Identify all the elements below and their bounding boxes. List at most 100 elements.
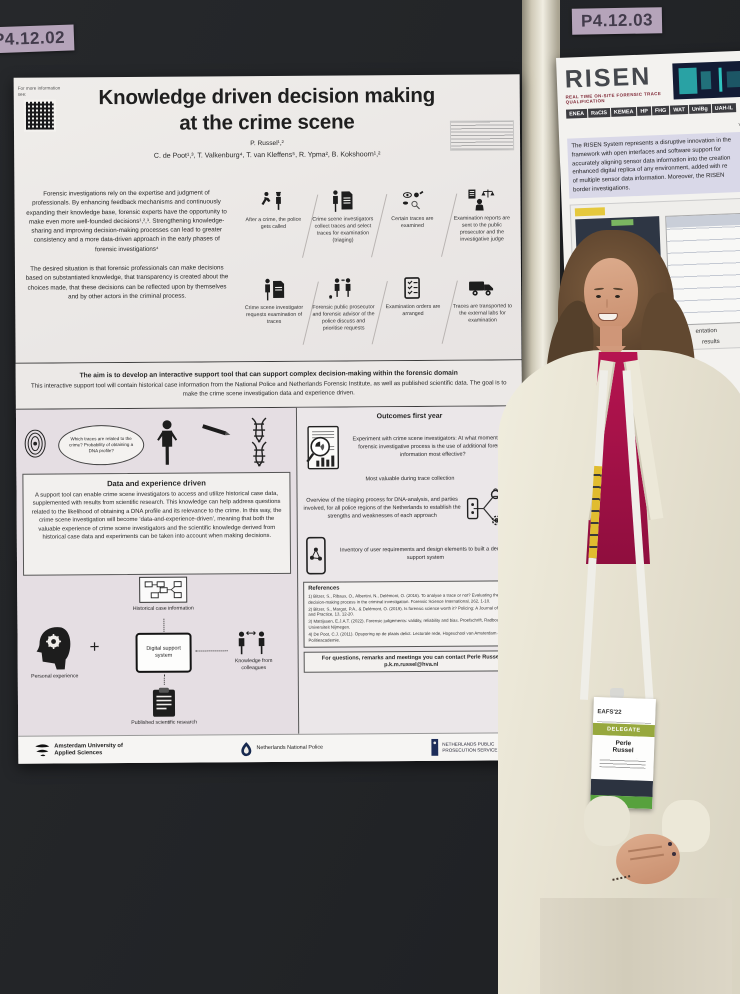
nail-polish-dot — [672, 852, 676, 856]
poster-footer: Amsterdam University of Applied Sciences… — [18, 732, 525, 764]
flow-step-caption: Examination reports are sent to the publ… — [453, 215, 510, 244]
reference-item: 2) Bitzer, S., Margot, P.A., & Delémont,… — [308, 604, 511, 618]
presenter-name: P. Russel¹,² — [250, 139, 284, 148]
outcome-item-1: Experiment with crime scene investigator… — [302, 423, 517, 472]
board-label-left: P4.12.02 — [0, 24, 75, 54]
fingerprint-icon — [24, 429, 46, 458]
woman-trousers — [540, 898, 732, 994]
contact-box: For questions, remarks and meetings you … — [303, 650, 519, 674]
data-experience-text: A support tool can enable crime scene in… — [31, 490, 282, 541]
request-document-icon — [262, 274, 286, 304]
head-gears-icon — [36, 627, 71, 670]
police-logo-text: Netherlands National Police — [256, 745, 324, 752]
historical-label: Historical case information — [132, 605, 194, 612]
flow-step-3: Certain traces are examined — [377, 183, 447, 271]
risen-address: ENEA Via Em — [566, 116, 740, 135]
rijksoverheid-ribbon-icon — [431, 738, 439, 756]
figure-tag — [574, 207, 606, 217]
more-info-text: For more information see: — [17, 85, 61, 97]
police-logo-group: Netherlands National Police — [240, 740, 323, 757]
report-scales-judge-icon — [468, 185, 496, 215]
partner-label: KEMEA — [610, 106, 637, 117]
intro-paragraph-1: Forensic investigations rely on the expe… — [26, 189, 227, 253]
intro-paragraph-2: The desired situation is that forensic p… — [25, 264, 229, 301]
poster-header: For more information see: Knowledge driv… — [14, 74, 521, 180]
flow-step-caption: Forensic public prosecutor and forensic … — [312, 303, 375, 332]
woman-neck — [600, 326, 622, 350]
flow-step-caption: Traces are transported to the external l… — [452, 302, 513, 324]
reference-item: 3) Mattijssen, E.J.A.T. (2022). Forensic… — [308, 617, 502, 630]
badge-event-text: EAFS'22 — [597, 709, 622, 716]
thinking-person-icon — [157, 420, 178, 465]
risen-text-fragment: entation — [695, 328, 718, 336]
police-flame-icon — [241, 741, 252, 756]
partner-label: ENEA — [565, 108, 588, 119]
outcome-item-2: Overview of the triaging process for DNA… — [302, 486, 518, 531]
partner-label: UniBg — [688, 104, 711, 114]
outcomes-heading: Outcomes first year — [376, 412, 443, 421]
intro-text-column: Forensic investigations rely on the expe… — [14, 178, 237, 363]
woman-sleeve-left — [584, 796, 630, 846]
outcome-item-3: Inventory of user requirements and desig… — [303, 534, 518, 576]
flow-step-8: Traces are transported to the external l… — [447, 270, 517, 358]
poster-main: Which traces are related to the crime? P… — [15, 406, 525, 736]
conference-badge: EAFS'22 DELEGATE Perle Russel — [590, 696, 656, 810]
flow-step-caption: After a crime, the police gets called — [245, 216, 302, 231]
figure-tag-green — [611, 219, 634, 227]
flow-step-4: Examination reports are sent to the publ… — [447, 182, 517, 270]
outcome-text-1b: Most valuable during trace collection — [365, 475, 455, 483]
main-left-column: Which traces are related to the crime? P… — [16, 408, 298, 736]
partner-label: FHG — [651, 105, 670, 116]
badge-last-name: Russel — [612, 746, 634, 755]
personal-experience-label: Personal experience — [31, 673, 79, 680]
partner-label: RaCIS — [587, 107, 611, 118]
thought-cloud: Which traces are related to the crime? P… — [58, 424, 145, 466]
badge-clip — [610, 688, 624, 698]
woman-smile — [598, 313, 618, 321]
flow-step-5: Crime scene investigator requests examin… — [239, 271, 309, 359]
auas-logo-group: Amsterdam University of Applied Sciences — [34, 741, 132, 758]
auas-logo-text: Amsterdam University of Applied Sciences — [54, 742, 123, 757]
colleagues-icon — [238, 631, 265, 655]
badge-affiliation-lines — [599, 757, 646, 769]
pencil-icon — [202, 424, 231, 436]
data-experience-heading: Data and experience driven — [107, 478, 206, 489]
process-flow: After a crime, the police gets called Cr… — [236, 176, 521, 361]
risen-body-text: The RISEN System represents a disruptive… — [567, 131, 740, 200]
main-poster: For more information see: Knowledge driv… — [13, 74, 525, 764]
risen-header: RISEN REAL TIME ON-SITE FORENSIC TRACE Q… — [564, 60, 740, 105]
phone-network-icon — [306, 536, 326, 575]
reference-item: 1) Bitzer, S., Ribaux, O., Albertini, N.… — [308, 592, 500, 605]
outcome-text-1: Experiment with crime scene investigator… — [352, 435, 513, 458]
arrow-colleagues-to-tablet — [195, 650, 228, 652]
flow-step-caption: Crime scene investigator requests examin… — [244, 304, 304, 325]
doodle-row: Which traces are related to the crime? P… — [22, 412, 290, 474]
contact-email: p.k.m.russel@hva.nl — [384, 662, 439, 669]
reference-item: 4) De Poot, C.J. (2011). Opsporing op de… — [308, 630, 501, 643]
authors-line: C. de Poot¹,³, T. Valkenburg⁴, T. van Kl… — [153, 151, 381, 160]
flow-step-1: After a crime, the police gets called — [238, 184, 308, 272]
flow-step-7: Examination orders are arranged — [378, 270, 448, 358]
dna-icon — [251, 417, 267, 467]
risen-text-fragment: results — [701, 339, 720, 347]
flow-step-6: Forensic public prosecutor and forensic … — [308, 271, 378, 359]
published-label: Published scientific research — [131, 719, 198, 726]
tablet-label: Digital support system — [146, 645, 181, 659]
digital-support-tablet-icon: Digital support system — [135, 632, 192, 673]
references-heading: References — [308, 585, 340, 592]
outcome-text-2: Overview of the triaging process for DNA… — [303, 497, 461, 520]
risen-logo-text: RISEN — [564, 62, 652, 94]
historical-data-network-icon — [139, 576, 188, 603]
woman-eye-right — [615, 295, 620, 298]
partner-label: WAT — [670, 104, 689, 115]
plus-sign: + — [89, 637, 100, 657]
data-experience-box: Data and experience driven A support too… — [22, 471, 292, 576]
arrow-published-to-tablet — [163, 674, 165, 685]
aim-statement: The aim is to develop an interactive sup… — [79, 369, 458, 380]
references-box: References 1) Bitzer, S., Ribaux, O., Al… — [303, 580, 519, 649]
arrow-historical-to-tablet — [163, 618, 165, 632]
poster-title-line2: at the crime scene — [179, 110, 355, 135]
aim-description: This interactive support tool will conta… — [31, 379, 507, 398]
truck-icon — [468, 273, 496, 303]
